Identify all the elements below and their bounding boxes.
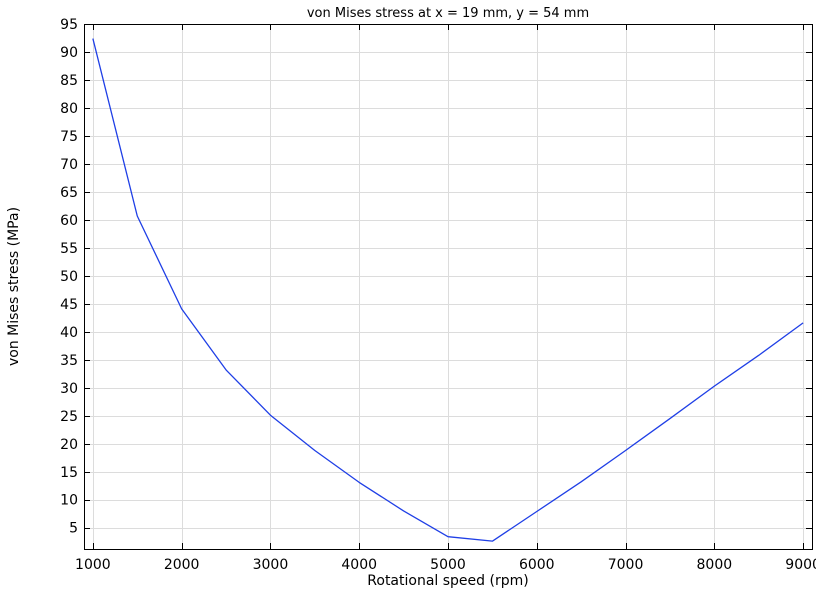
- y-tick-label: 15: [60, 465, 78, 481]
- y-tick-label: 65: [60, 185, 78, 201]
- y-tick-label: 90: [60, 45, 78, 61]
- x-axis-title: Rotational speed (rpm): [367, 573, 528, 589]
- x-tick-labels: 1000 2000 3000 4000 5000 6000 7000 8000 9000: [75, 557, 816, 573]
- y-tick-label: 95: [60, 17, 78, 33]
- y-tick-label: 25: [60, 409, 78, 425]
- y-tick-label: 75: [60, 129, 78, 145]
- grid: [84, 24, 812, 549]
- chart-title: von Mises stress at x = 19 mm, y = 54 mm: [307, 6, 589, 21]
- series-layer: [92, 38, 804, 542]
- y-tick-label: 30: [60, 381, 78, 397]
- y-tick-label: 10: [60, 493, 78, 509]
- x-tick-label: 2000: [164, 557, 200, 573]
- x-tick-label: 1000: [75, 557, 111, 573]
- x-tick-label: 6000: [519, 557, 555, 573]
- x-tick-label: 3000: [253, 557, 289, 573]
- y-tick-label: 5: [69, 521, 78, 537]
- y-tick-label: 50: [60, 269, 78, 285]
- y-tick-label: 45: [60, 297, 78, 313]
- x-tick-label: 7000: [608, 557, 644, 573]
- y-tick-label: 70: [60, 157, 78, 173]
- y-tick-label: 80: [60, 101, 78, 117]
- y-tick-label: 60: [60, 213, 78, 229]
- y-tick-label: 40: [60, 325, 78, 341]
- y-axis-title: von Mises stress (MPa): [6, 207, 22, 366]
- y-tick-labels: 5 10 15 20 25 30 35 40 45 50 55 60 65 70 75 80 85 90 95: [60, 17, 78, 537]
- y-tick-label: 55: [60, 241, 78, 257]
- x-tick-label: 4000: [341, 557, 377, 573]
- x-tick-label: 5000: [430, 557, 466, 573]
- y-tick-label: 35: [60, 353, 78, 369]
- y-tick-label: 85: [60, 73, 78, 89]
- y-tick-label: 20: [60, 437, 78, 453]
- plot-frame: [84, 24, 813, 550]
- x-tick-label: 9000: [785, 557, 816, 573]
- x-tick-label: 8000: [697, 557, 733, 573]
